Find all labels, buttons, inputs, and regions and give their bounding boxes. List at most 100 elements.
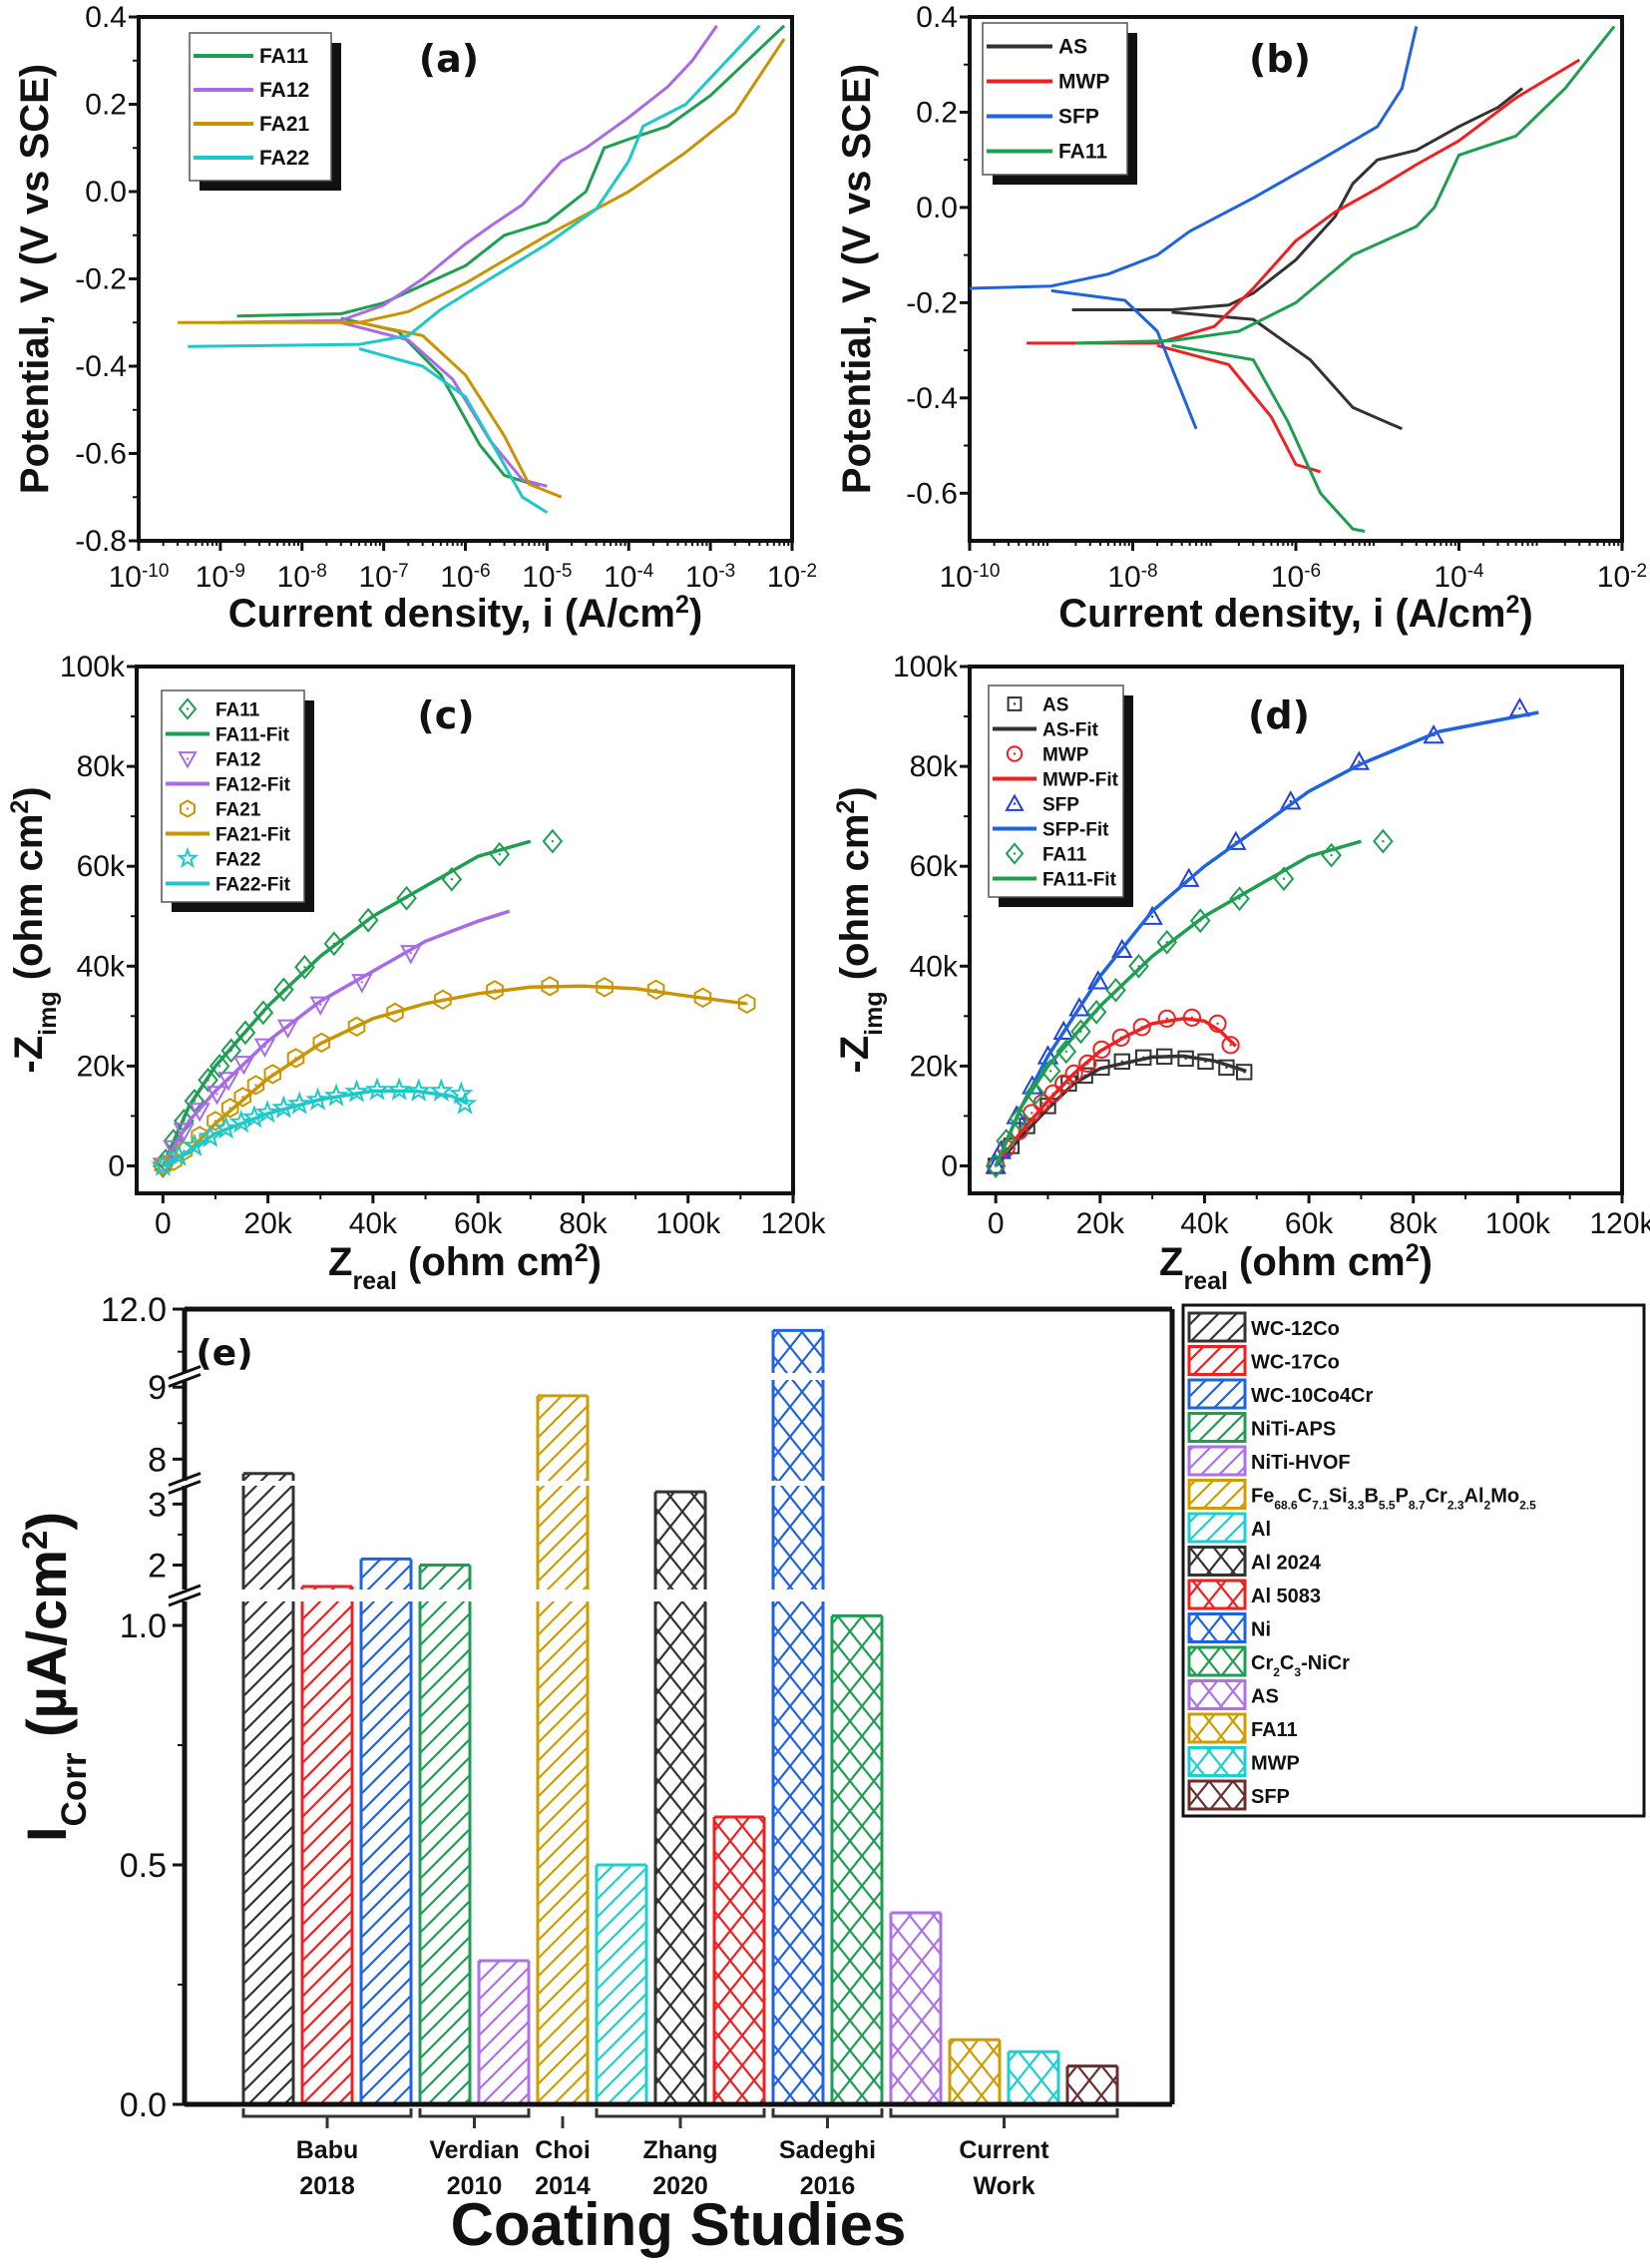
group-zhang: Zhang 2020 — [595, 2108, 766, 2200]
legend-label: SFP — [1042, 795, 1079, 816]
y-axis-label: -Zimg (ohm cm2) — [832, 786, 888, 1073]
bar-segment — [538, 1486, 588, 1589]
y-tick-label: 0.5 — [120, 1847, 167, 1885]
legend-swatch — [1187, 1612, 1247, 1643]
bar-segment — [243, 1601, 293, 2104]
legend-box — [1181, 1303, 1646, 1818]
x-tick-label: 10-6 — [1271, 561, 1321, 595]
legend-swatch — [1187, 1412, 1247, 1443]
panel-label: (a) — [419, 37, 479, 81]
marker-center-dot — [215, 1093, 218, 1096]
bar-segment — [891, 1913, 941, 2104]
hexagon-marker — [434, 989, 452, 1010]
legend-swatch — [1187, 1546, 1247, 1577]
y-axis-label: Potential, V (V vs SCE) — [835, 64, 879, 494]
hexagon-marker — [180, 799, 196, 818]
sfp-cathodic-curve — [1050, 288, 1198, 430]
legend-label: Al — [1251, 1519, 1271, 1541]
legend-item: Al 5083 — [1187, 1579, 1321, 1610]
x-tick-label: 60k — [1285, 1207, 1334, 1240]
marker-center-dot — [198, 1134, 202, 1137]
panel-a-polarization-curves: 10-10 10-9 10-8 10-7 10-6 10-5 10-4 10-3 10-2 -0.… — [13, 1, 817, 636]
series-layer — [985, 696, 1539, 1178]
bar-segment — [773, 1486, 823, 1589]
legend-box — [161, 689, 305, 903]
legend-label: FA11-Fit — [215, 725, 290, 746]
legend-swatch — [1187, 1645, 1247, 1677]
x-tick-label: 10-8 — [1107, 561, 1157, 595]
triangle-up-marker — [1052, 1020, 1074, 1041]
group-label-line2: 2020 — [652, 2172, 708, 2200]
legend-item: SFP — [1005, 793, 1079, 816]
legend-label: AS — [1058, 36, 1087, 59]
bar-segment — [714, 1817, 764, 2104]
fa21-anodic-curve — [178, 38, 786, 324]
bar-al-2024 — [653, 1490, 707, 2104]
legend-item: FA22-Fit — [166, 875, 291, 896]
group-label-line1: Babu — [296, 2136, 359, 2164]
legend-swatch — [1187, 1779, 1247, 1811]
legend-label: FA12-Fit — [215, 775, 291, 796]
panel-label: (b) — [1249, 37, 1311, 81]
y-tick-label: -0.4 — [75, 350, 127, 383]
legend-item: Fe68.6C7.1Si3.3B5.5P8.7Cr2.3Al2Mo2.5 — [1187, 1479, 1536, 1513]
star-marker — [254, 1100, 280, 1124]
fa11-cathodic-curve — [1171, 343, 1366, 533]
marker-center-dot — [1229, 1044, 1232, 1047]
y-tick-label: 60k — [77, 850, 126, 883]
bar-al-5083 — [712, 1815, 766, 2104]
legend-label: MWP — [1042, 745, 1089, 766]
y-tick-label: 0.4 — [916, 1, 958, 34]
x-tick-label: 40k — [1180, 1207, 1229, 1240]
mwp-cathodic-curve — [1156, 343, 1322, 474]
series-layer — [970, 25, 1616, 533]
bar-mwp — [1007, 2049, 1060, 2104]
legend-label: NiTi-APS — [1251, 1419, 1336, 1441]
x-tick-label: 10-8 — [277, 561, 327, 595]
legend-item: SFP — [987, 106, 1099, 129]
star-marker — [344, 1079, 369, 1103]
fa11-fit-fit-line — [994, 839, 1362, 1167]
bar-sfp — [1065, 2064, 1119, 2104]
hexagon-marker — [737, 993, 756, 1014]
fa22-cathodic-curve — [358, 347, 549, 514]
bar-segment — [538, 1601, 588, 2104]
legend-item: FA11 — [178, 697, 260, 721]
legend-swatch — [1187, 1479, 1247, 1510]
sfp-fit-fit-line — [994, 710, 1539, 1167]
bar-cr-2-c-3-nicr — [830, 1613, 884, 2104]
bar-segment — [950, 2040, 1000, 2104]
star-marker — [406, 1078, 431, 1102]
circle-marker — [1111, 1028, 1130, 1047]
bar-segment — [773, 1330, 823, 1373]
legend-label: Fe68.6C7.1Si3.3B5.5P8.7Cr2.3Al2Mo2.5 — [1251, 1486, 1536, 1513]
marker-center-dot — [217, 1065, 221, 1068]
legend-item: FA12 — [194, 79, 309, 102]
legend-label: SFP — [1251, 1786, 1290, 1808]
marker-center-dot — [1040, 1102, 1043, 1105]
legend-item: WC-12Co — [1187, 1311, 1340, 1343]
as-data-points — [987, 1048, 1253, 1174]
circle-marker — [1132, 1018, 1151, 1037]
bar-segment — [302, 1586, 352, 1589]
y-tick-label: 0.0 — [85, 176, 127, 209]
y-tick-label: -0.2 — [906, 286, 958, 319]
x-tick-label: 60k — [454, 1207, 503, 1240]
group-label-line2: 2010 — [447, 2172, 503, 2200]
diamond-marker — [1025, 1081, 1045, 1107]
legend-label: MWP — [1058, 71, 1109, 94]
marker-center-dot — [498, 852, 501, 856]
triangle-down-marker — [173, 1123, 196, 1142]
marker-center-dot — [186, 757, 190, 760]
legend-label: Ni — [1251, 1619, 1271, 1641]
marker-center-dot — [254, 1084, 257, 1087]
x-tick-label: 10-3 — [685, 561, 735, 595]
marker-center-dot — [1031, 1112, 1033, 1115]
legend-label: FA22-Fit — [215, 875, 291, 896]
axis-break-mark — [168, 1472, 202, 1495]
circle-marker — [1221, 1036, 1240, 1055]
y-tick-label: 0.2 — [916, 96, 958, 129]
fa12-fit-fit-line — [161, 909, 511, 1167]
bar-segment — [243, 1473, 293, 1481]
y-tick-label: 0.0 — [120, 2086, 167, 2124]
